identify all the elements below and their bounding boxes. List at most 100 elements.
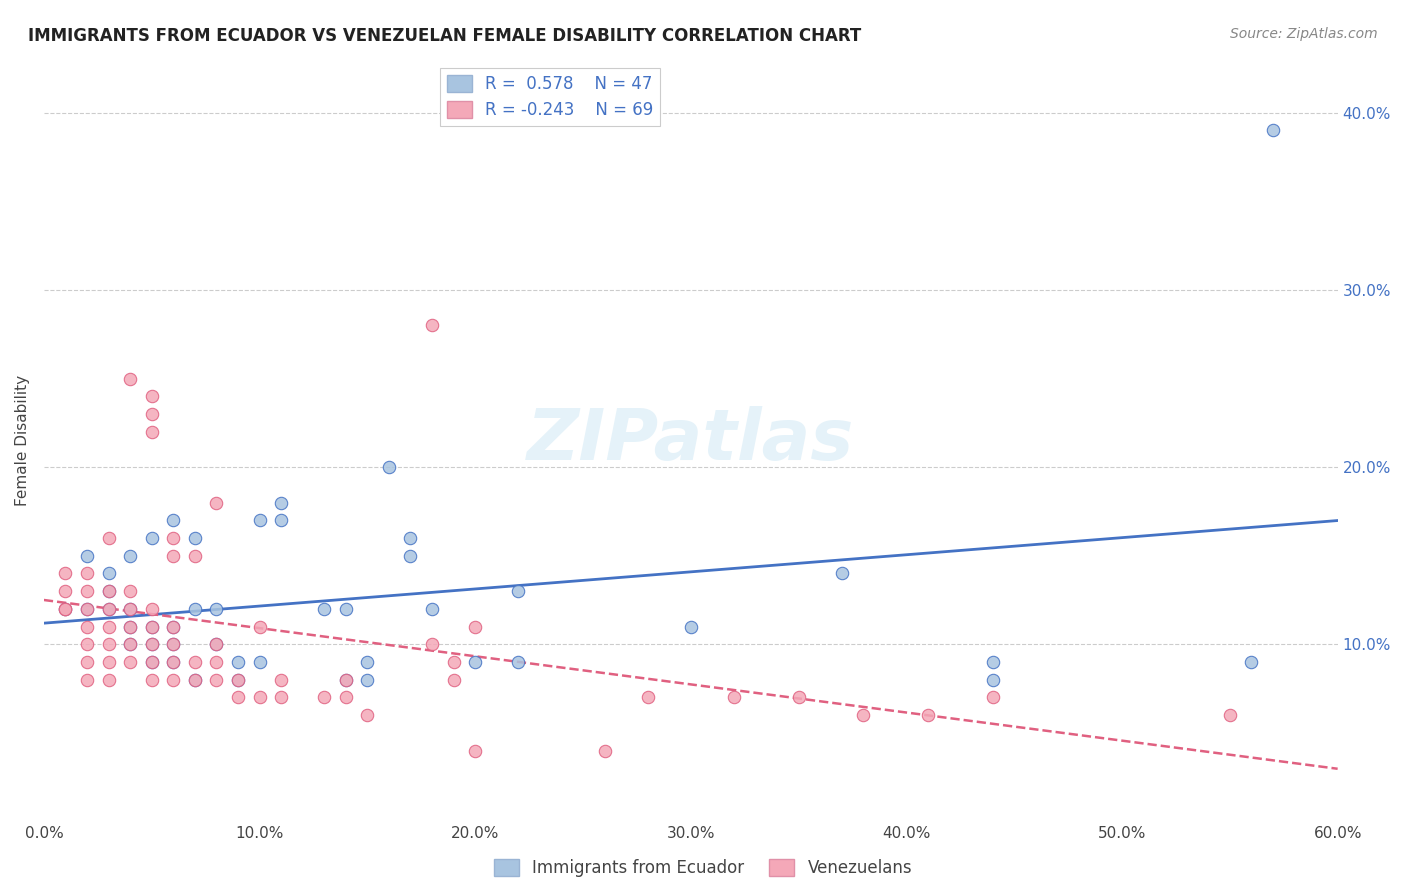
Point — [97, 619, 120, 633]
Point — [97, 602, 120, 616]
Point — [55, 602, 77, 616]
Point — [184, 673, 207, 687]
Point — [162, 673, 184, 687]
Point — [852, 708, 875, 723]
Text: IMMIGRANTS FROM ECUADOR VS VENEZUELAN FEMALE DISABILITY CORRELATION CHART: IMMIGRANTS FROM ECUADOR VS VENEZUELAN FE… — [28, 27, 862, 45]
Point — [141, 637, 163, 651]
Point — [76, 673, 98, 687]
Point — [162, 655, 184, 669]
Point — [249, 655, 271, 669]
Point — [249, 690, 271, 705]
Point — [97, 531, 120, 545]
Point — [508, 584, 530, 599]
Point — [270, 673, 292, 687]
Point — [55, 602, 77, 616]
Point — [141, 637, 163, 651]
Point — [249, 513, 271, 527]
Point — [314, 602, 336, 616]
Point — [120, 602, 142, 616]
Point — [205, 495, 228, 509]
Point — [76, 549, 98, 563]
Point — [508, 655, 530, 669]
Point — [679, 619, 702, 633]
Point — [1261, 123, 1284, 137]
Point — [141, 389, 163, 403]
Point — [97, 584, 120, 599]
Point — [141, 425, 163, 439]
Point — [162, 637, 184, 651]
Y-axis label: Female Disability: Female Disability — [15, 375, 30, 506]
Point — [443, 655, 465, 669]
Text: Source: ZipAtlas.com: Source: ZipAtlas.com — [1230, 27, 1378, 41]
Point — [184, 549, 207, 563]
Point — [97, 673, 120, 687]
Point — [141, 619, 163, 633]
Point — [205, 637, 228, 651]
Point — [356, 655, 378, 669]
Point — [249, 619, 271, 633]
Point — [593, 743, 616, 757]
Point — [184, 531, 207, 545]
Point — [141, 531, 163, 545]
Point — [141, 673, 163, 687]
Point — [270, 495, 292, 509]
Point — [1219, 708, 1241, 723]
Point — [120, 655, 142, 669]
Point — [76, 619, 98, 633]
Point — [120, 619, 142, 633]
Point — [335, 673, 357, 687]
Point — [270, 690, 292, 705]
Point — [55, 566, 77, 581]
Point — [1240, 655, 1263, 669]
Point — [205, 602, 228, 616]
Point — [399, 531, 422, 545]
Point — [120, 371, 142, 385]
Point — [162, 637, 184, 651]
Point — [97, 655, 120, 669]
Point — [120, 637, 142, 651]
Point — [120, 584, 142, 599]
Point — [226, 690, 249, 705]
Point — [97, 584, 120, 599]
Point — [378, 460, 401, 475]
Point — [420, 602, 443, 616]
Point — [141, 655, 163, 669]
Point — [464, 619, 486, 633]
Point — [831, 566, 853, 581]
Point — [205, 655, 228, 669]
Point — [162, 531, 184, 545]
Point — [356, 673, 378, 687]
Point — [205, 673, 228, 687]
Point — [76, 584, 98, 599]
Point — [141, 407, 163, 421]
Point — [120, 549, 142, 563]
Point — [120, 602, 142, 616]
Point — [637, 690, 659, 705]
Point — [97, 602, 120, 616]
Point — [97, 637, 120, 651]
Point — [162, 549, 184, 563]
Point — [120, 619, 142, 633]
Point — [184, 655, 207, 669]
Point — [97, 566, 120, 581]
Point — [184, 673, 207, 687]
Point — [226, 673, 249, 687]
Point — [141, 619, 163, 633]
Point — [314, 690, 336, 705]
Point — [162, 619, 184, 633]
Point — [787, 690, 810, 705]
Text: ZIPatlas: ZIPatlas — [527, 406, 855, 475]
Point — [981, 690, 1004, 705]
Point — [76, 566, 98, 581]
Point — [420, 318, 443, 333]
Point — [205, 637, 228, 651]
Point — [76, 602, 98, 616]
Point — [141, 602, 163, 616]
Point — [356, 708, 378, 723]
Point — [184, 602, 207, 616]
Legend: Immigrants from Ecuador, Venezuelans: Immigrants from Ecuador, Venezuelans — [486, 852, 920, 884]
Point — [55, 584, 77, 599]
Point — [399, 549, 422, 563]
Point — [464, 655, 486, 669]
Point — [76, 655, 98, 669]
